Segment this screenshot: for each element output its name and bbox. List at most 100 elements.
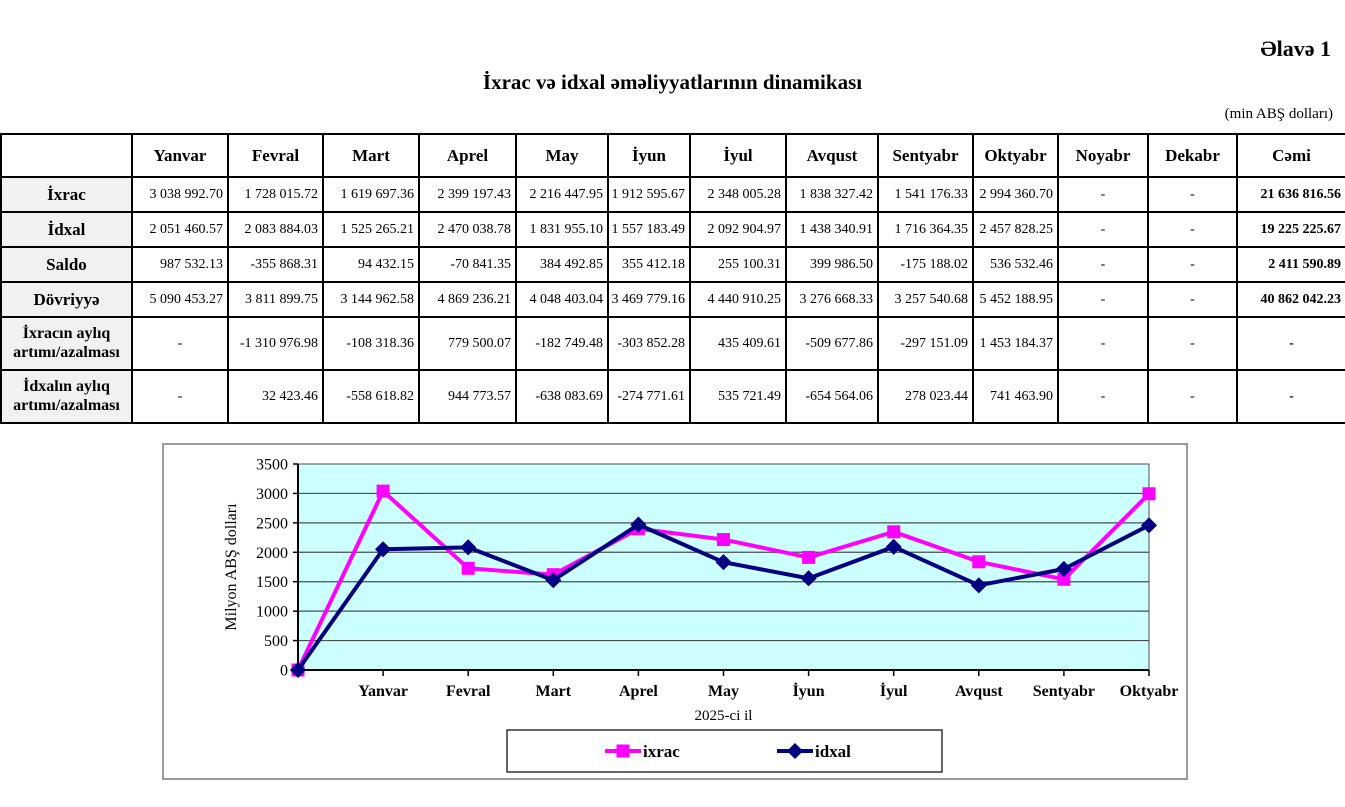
idxal-marker <box>630 516 647 533</box>
y-tick-label: 2000 <box>256 545 288 562</box>
column-header: Mart <box>322 133 420 178</box>
table-cell: -509 677.86 <box>785 316 879 371</box>
table-cell: 741 463.90 <box>972 369 1059 424</box>
table-cell: 1 831 955.10 <box>515 211 609 248</box>
x-tick-label: Oktyabr <box>1120 683 1179 700</box>
table-cell: 1 453 184.37 <box>972 316 1059 371</box>
table-cell: -297 151.09 <box>877 316 974 371</box>
table-cell: 32 423.46 <box>227 369 324 424</box>
column-header: Dekabr <box>1147 133 1238 178</box>
table-cell: 1 557 183.49 <box>607 211 691 248</box>
table-cell: - <box>1147 281 1238 318</box>
idxal-marker <box>1140 517 1158 534</box>
ixrac-marker <box>1142 487 1156 501</box>
table-cell: - <box>1147 246 1238 283</box>
table-cell: 1 619 697.36 <box>322 176 420 213</box>
table-cell: 3 144 962.58 <box>322 281 420 318</box>
table-row: İdxalın aylıq artımı/azalması -32 423.46 -5… <box>0 369 1345 424</box>
unit-note: (min ABŞ dolları) <box>1224 106 1333 122</box>
row-label: Dövriyyə <box>0 281 133 318</box>
corner-cell <box>0 133 133 178</box>
table-cell: - <box>131 316 229 371</box>
x-tick-label: İyul <box>880 681 908 700</box>
table-cell: 399 986.50 <box>785 246 879 283</box>
table-cell: 987 532.13 <box>131 246 229 283</box>
table-header-row: Yanvar Fevral Mart Aprel May İyun İyul Avqust Se… <box>0 133 1345 178</box>
idxal-marker <box>545 572 562 589</box>
y-tick-label: 1000 <box>256 604 288 621</box>
table-row: İxrac 3 038 992.70 1 728 015.72 1 619 697.3… <box>0 176 1345 213</box>
x-tick-label: Yanvar <box>358 683 408 700</box>
table-cell: -303 852.28 <box>607 316 691 371</box>
table-cell: 2 092 904.97 <box>689 211 787 248</box>
idxal-marker <box>800 570 817 587</box>
annex-label: Əlavə 1 <box>1260 36 1331 61</box>
table-row: İdxal 2 051 460.57 2 083 884.03 1 525 265.2… <box>0 211 1345 248</box>
table-cell: - <box>1057 316 1149 371</box>
legend-box <box>506 729 943 773</box>
table-cell: 1 912 595.67 <box>607 176 691 213</box>
table-cell: 944 773.57 <box>418 369 517 424</box>
table-cell: -70 841.35 <box>418 246 517 283</box>
table-cell: -638 083.69 <box>515 369 609 424</box>
table-cell: 3 469 779.16 <box>607 281 691 318</box>
table-cell: 2 411 590.89 <box>1236 246 1345 283</box>
table-cell: 4 440 910.25 <box>689 281 787 318</box>
table-cell: 3 811 899.75 <box>227 281 324 318</box>
table-cell: 4 048 403.04 <box>515 281 609 318</box>
table-cell: - <box>1236 369 1345 424</box>
column-header: Cəmi <box>1236 133 1345 178</box>
table-cell: 384 492.85 <box>515 246 609 283</box>
table-cell: -1 310 976.98 <box>227 316 324 371</box>
chart-frame: 0 500 1000 1500 2000 2500 3000 3500 Yanvar Fevral… <box>162 443 1188 780</box>
table-cell: 94 432.15 <box>322 246 420 283</box>
x-tick-label: İyun <box>793 681 825 700</box>
table-cell: -175 188.02 <box>877 246 974 283</box>
idxal-marker <box>1055 560 1072 578</box>
y-tick-label: 3000 <box>256 486 288 503</box>
table-cell: - <box>1147 211 1238 248</box>
table-cell: 1 716 364.35 <box>877 211 974 248</box>
table-cell: 2 457 828.25 <box>972 211 1059 248</box>
table-cell: - <box>1057 369 1149 424</box>
y-tick-label: 0 <box>280 663 288 680</box>
legend-label: idxal <box>815 742 851 761</box>
x-tick-label: May <box>708 683 739 700</box>
legend-marker <box>616 744 630 758</box>
ixrac-marker <box>887 525 901 539</box>
table-cell: - <box>1147 369 1238 424</box>
table-cell: 1 838 327.42 <box>785 176 879 213</box>
table-cell: 535 721.49 <box>689 369 787 424</box>
table-cell: 5 090 453.27 <box>131 281 229 318</box>
table-cell: - <box>1147 176 1238 213</box>
table-cell: 255 100.31 <box>689 246 787 283</box>
table-cell: 3 038 992.70 <box>131 176 229 213</box>
column-header: İyul <box>689 133 787 178</box>
row-label: İdxal <box>0 211 133 248</box>
ixrac-marker <box>1057 572 1071 586</box>
table-cell: 2 470 038.78 <box>418 211 517 248</box>
export-import-table: Yanvar Fevral Mart Aprel May İyun İyul Avqust Se… <box>0 133 1345 424</box>
table-cell: 4 869 236.21 <box>418 281 517 318</box>
row-label: İxrac <box>0 176 133 213</box>
x-tick-label: Aprel <box>619 683 658 700</box>
table-cell: 5 452 188.95 <box>972 281 1059 318</box>
table-cell: - <box>131 369 229 424</box>
column-header: May <box>515 133 609 178</box>
column-header: Yanvar <box>131 133 229 178</box>
table-cell: 278 023.44 <box>877 369 974 424</box>
table-cell: 2 083 884.03 <box>227 211 324 248</box>
table-cell: 779 500.07 <box>418 316 517 371</box>
table-cell: 21 636 816.56 <box>1236 176 1345 213</box>
table-cell: -108 318.36 <box>322 316 420 371</box>
ixrac-marker <box>717 533 730 547</box>
table-cell: - <box>1236 316 1345 371</box>
column-header: Noyabr <box>1057 133 1149 178</box>
table-row: İxracın aylıq artımı/azalması - -1 310 976.… <box>0 316 1345 371</box>
table-cell: - <box>1057 211 1149 248</box>
x-tick-label: Mart <box>536 683 572 700</box>
column-header: Oktyabr <box>972 133 1059 178</box>
table-cell: 1 525 265.21 <box>322 211 420 248</box>
table-cell: -274 771.61 <box>607 369 691 424</box>
